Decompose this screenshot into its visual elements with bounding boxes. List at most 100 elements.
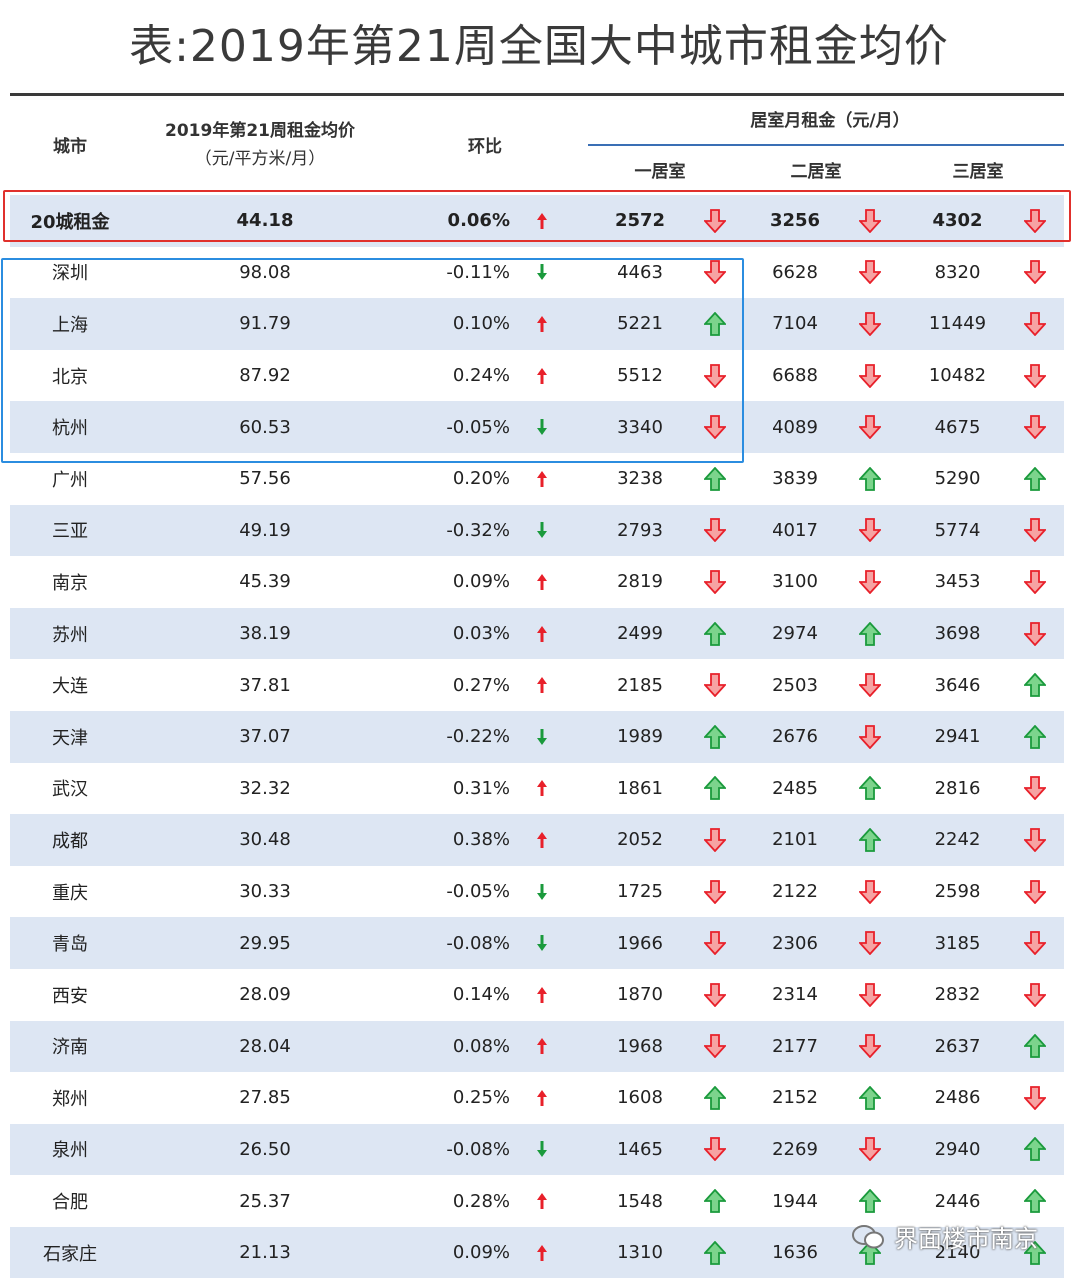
up-mom-arrow-icon xyxy=(525,814,559,866)
down-mom-arrow-icon xyxy=(525,401,559,453)
one-bedroom-rent-cell: 4463 xyxy=(617,261,663,283)
table-row: 杭州 60.53 -0.05% 3340 4089 4675 xyxy=(10,401,1064,453)
two-bedroom-rent-cell: 2122 xyxy=(772,881,818,903)
three-bedroom-rent-cell: 2242 xyxy=(934,829,981,851)
down-one-bedroom-arrow-icon xyxy=(698,556,732,608)
down-two-bedroom-arrow-icon xyxy=(853,659,887,711)
city-cell: 天津 xyxy=(52,727,88,749)
table-row: 成都 30.48 0.38% 2052 2101 2242 xyxy=(10,814,1064,866)
city-cell: 广州 xyxy=(52,469,88,491)
one-bedroom-rent-cell: 5512 xyxy=(617,365,663,387)
city-cell: 西安 xyxy=(52,985,88,1007)
down-mom-arrow-icon xyxy=(525,505,559,557)
city-cell: 大连 xyxy=(52,676,88,698)
wechat-icon xyxy=(852,1224,884,1248)
up-two-bedroom-arrow-icon xyxy=(853,1175,887,1227)
avg-rent-cell: 44.18 xyxy=(236,210,294,232)
city-cell: 20城租金 xyxy=(30,211,110,233)
down-two-bedroom-arrow-icon xyxy=(853,195,887,247)
two-bedroom-rent-cell: 2269 xyxy=(772,1138,818,1160)
mom-change-cell: -0.05% xyxy=(446,416,510,438)
highlight-box-20-cities xyxy=(3,190,1071,242)
down-one-bedroom-arrow-icon xyxy=(698,866,732,918)
up-mom-arrow-icon xyxy=(525,556,559,608)
two-bedroom-rent-cell: 6628 xyxy=(772,261,818,283)
one-bedroom-rent-cell: 3340 xyxy=(617,416,663,438)
avg-rent-cell: 29.95 xyxy=(239,932,291,954)
up-two-bedroom-arrow-icon xyxy=(853,608,887,660)
down-mom-arrow-icon xyxy=(525,917,559,969)
mom-change-cell: 0.09% xyxy=(452,1242,510,1264)
page-title: 表:2019年第21周全国大中城市租金均价 xyxy=(129,21,949,72)
down-one-bedroom-arrow-icon xyxy=(698,401,732,453)
mom-change-cell: 0.09% xyxy=(452,571,510,593)
rent-table: 20城租金 44.18 0.06% 2572 3256 4302 深圳 98.08 -0.11%… xyxy=(10,195,1064,1279)
down-three-bedroom-arrow-icon xyxy=(1018,556,1052,608)
three-bedroom-rent-cell: 2816 xyxy=(934,777,981,799)
avg-rent-cell: 91.79 xyxy=(239,313,291,335)
two-bedroom-rent-cell: 2101 xyxy=(772,829,818,851)
two-bedroom-rent-cell: 2314 xyxy=(772,984,818,1006)
down-three-bedroom-arrow-icon xyxy=(1018,763,1052,815)
up-mom-arrow-icon xyxy=(525,763,559,815)
one-bedroom-rent-cell: 1608 xyxy=(617,1087,663,1109)
one-bedroom-rent-cell: 1870 xyxy=(617,984,663,1006)
down-two-bedroom-arrow-icon xyxy=(853,401,887,453)
avg-rent-cell: 27.85 xyxy=(239,1087,291,1109)
down-three-bedroom-arrow-icon xyxy=(1018,1072,1052,1124)
three-bedroom-rent-cell: 8320 xyxy=(934,261,981,283)
up-mom-arrow-icon xyxy=(525,1072,559,1124)
down-one-bedroom-arrow-icon xyxy=(698,350,732,402)
header-two-bedroom: 二居室 xyxy=(790,162,842,182)
down-two-bedroom-arrow-icon xyxy=(853,917,887,969)
down-three-bedroom-arrow-icon xyxy=(1018,195,1052,247)
up-two-bedroom-arrow-icon xyxy=(853,814,887,866)
down-one-bedroom-arrow-icon xyxy=(698,1124,732,1176)
down-two-bedroom-arrow-icon xyxy=(853,1124,887,1176)
three-bedroom-rent-cell: 3185 xyxy=(934,932,981,954)
table-top-rule xyxy=(10,93,1064,96)
up-one-bedroom-arrow-icon xyxy=(698,1175,732,1227)
mom-change-cell: 0.06% xyxy=(447,210,510,232)
down-three-bedroom-arrow-icon xyxy=(1018,350,1052,402)
mom-change-cell: 0.10% xyxy=(452,313,510,335)
table-row: 三亚 49.19 -0.32% 2793 4017 5774 xyxy=(10,504,1064,557)
avg-rent-cell: 37.07 xyxy=(239,726,291,748)
up-mom-arrow-icon xyxy=(525,195,559,247)
one-bedroom-rent-cell: 2793 xyxy=(617,519,663,541)
up-mom-arrow-icon xyxy=(525,608,559,660)
up-one-bedroom-arrow-icon xyxy=(698,711,732,763)
two-bedroom-rent-cell: 3839 xyxy=(772,468,818,490)
city-cell: 杭州 xyxy=(52,418,88,440)
up-mom-arrow-icon xyxy=(525,298,559,350)
avg-rent-cell: 60.53 xyxy=(239,416,291,438)
mom-change-cell: -0.08% xyxy=(446,1138,510,1160)
one-bedroom-rent-cell: 1725 xyxy=(617,881,663,903)
one-bedroom-rent-cell: 2572 xyxy=(614,210,666,232)
up-one-bedroom-arrow-icon xyxy=(698,1072,732,1124)
avg-rent-cell: 21.13 xyxy=(239,1242,291,1264)
up-one-bedroom-arrow-icon xyxy=(698,608,732,660)
down-two-bedroom-arrow-icon xyxy=(853,711,887,763)
down-one-bedroom-arrow-icon xyxy=(698,969,732,1021)
table-row: 合肥 25.37 0.28% 1548 1944 2446 xyxy=(10,1175,1064,1227)
two-bedroom-rent-cell: 7104 xyxy=(772,313,818,335)
down-three-bedroom-arrow-icon xyxy=(1018,505,1052,557)
city-cell: 青岛 xyxy=(52,934,88,956)
up-three-bedroom-arrow-icon xyxy=(1018,659,1052,711)
up-one-bedroom-arrow-icon xyxy=(698,298,732,350)
header-avg-line2: （元/平方米/月） xyxy=(194,149,326,169)
city-cell: 重庆 xyxy=(52,882,88,904)
two-bedroom-rent-cell: 1636 xyxy=(772,1242,818,1264)
summary-row: 20城租金 44.18 0.06% 2572 3256 4302 xyxy=(10,195,1064,247)
down-three-bedroom-arrow-icon xyxy=(1018,401,1052,453)
up-one-bedroom-arrow-icon xyxy=(698,763,732,815)
city-cell: 深圳 xyxy=(52,263,88,285)
avg-rent-cell: 28.09 xyxy=(239,984,291,1006)
table-row: 重庆 30.33 -0.05% 1725 2122 2598 xyxy=(10,866,1064,918)
two-bedroom-rent-cell: 3100 xyxy=(772,571,818,593)
avg-rent-cell: 28.04 xyxy=(239,1035,291,1057)
table-row: 苏州 38.19 0.03% 2499 2974 3698 xyxy=(10,607,1064,660)
three-bedroom-rent-cell: 2832 xyxy=(934,984,981,1006)
down-mom-arrow-icon xyxy=(525,1124,559,1176)
